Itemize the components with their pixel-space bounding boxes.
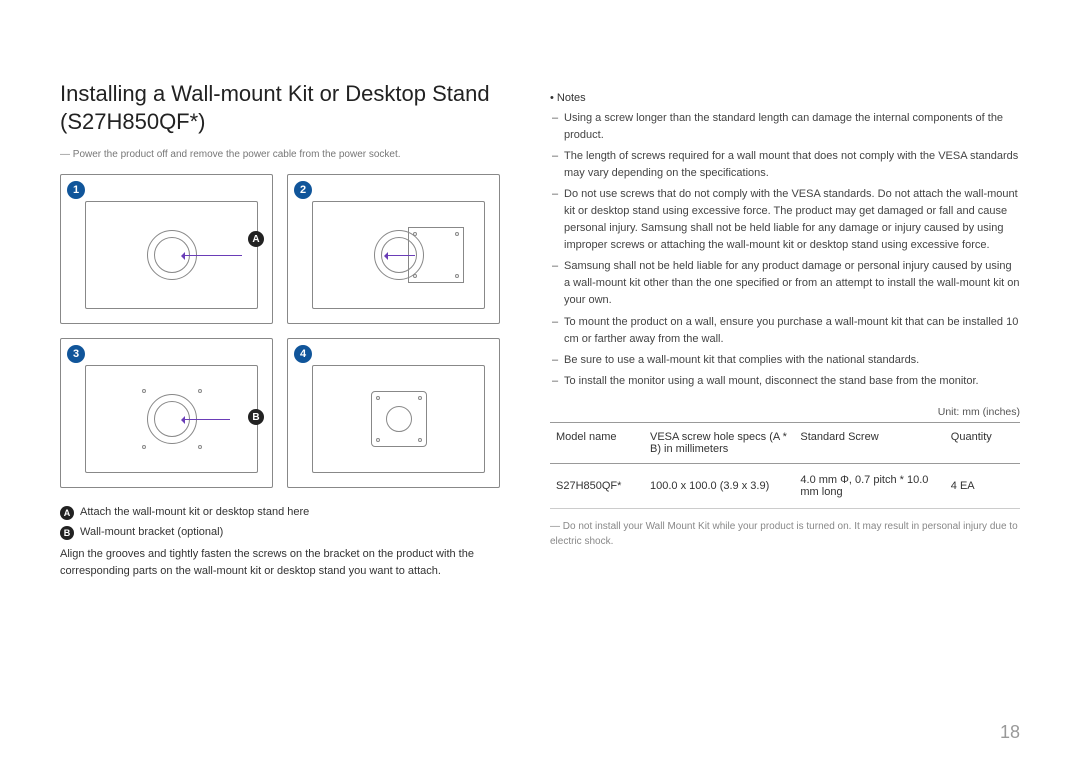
monitor-back-icon [312, 365, 485, 473]
table-row: S27H850QF* 100.0 x 100.0 (3.9 x 3.9) 4.0… [550, 463, 1020, 508]
step-badge-4: 4 [294, 345, 312, 363]
table-header: VESA screw hole specs (A * B) in millime… [644, 422, 794, 463]
table-header: Standard Screw [794, 422, 944, 463]
note-item: To mount the product on a wall, ensure y… [564, 314, 1020, 348]
mounted-bracket-icon [371, 391, 427, 447]
note-item: Using a screw longer than the standard l… [564, 110, 1020, 144]
footnote: Do not install your Wall Mount Kit while… [550, 519, 1020, 549]
note-item: Do not use screws that do not comply wit… [564, 186, 1020, 254]
callout-badge-b: B [248, 409, 264, 425]
notes-heading: Notes [550, 92, 1020, 104]
legend-a: A Attach the wall-mount kit or desktop s… [60, 506, 500, 520]
diagram-panel-3: 3 B [60, 338, 273, 488]
legend-text-a: Attach the wall-mount kit or desktop sta… [80, 506, 309, 518]
step-badge-2: 2 [294, 181, 312, 199]
page-title: Installing a Wall-mount Kit or Desktop S… [60, 80, 500, 135]
diagram-grid: 1 A 2 [60, 174, 500, 488]
callout-badge-a: A [248, 231, 264, 247]
legend-b: B Wall-mount bracket (optional) [60, 526, 500, 540]
instruction-paragraph: Align the grooves and tightly fasten the… [60, 546, 500, 579]
diagram-panel-1: 1 A [60, 174, 273, 324]
cell-qty: 4 EA [945, 463, 1020, 508]
note-item: Samsung shall not be held liable for any… [564, 258, 1020, 309]
table-header: Quantity [945, 422, 1020, 463]
cell-vesa: 100.0 x 100.0 (3.9 x 3.9) [644, 463, 794, 508]
note-item: The length of screws required for a wall… [564, 148, 1020, 182]
notes-list: Using a screw longer than the standard l… [550, 110, 1020, 390]
unit-label: Unit: mm (inches) [550, 406, 1020, 418]
note-item: Be sure to use a wall-mount kit that com… [564, 352, 1020, 369]
page-number: 18 [1000, 722, 1020, 743]
table-header: Model name [550, 422, 644, 463]
step-badge-1: 1 [67, 181, 85, 199]
diagram-panel-4: 4 [287, 338, 500, 488]
legend-badge-a: A [60, 506, 74, 520]
note-item: To install the monitor using a wall moun… [564, 373, 1020, 390]
monitor-back-icon [85, 201, 258, 309]
monitor-back-icon [85, 365, 258, 473]
monitor-back-icon [312, 201, 485, 309]
cell-model: S27H850QF* [550, 463, 644, 508]
spec-table: Model name VESA screw hole specs (A * B)… [550, 422, 1020, 509]
legend-badge-b: B [60, 526, 74, 540]
legend-text-b: Wall-mount bracket (optional) [80, 526, 223, 538]
cell-screw: 4.0 mm Φ, 0.7 pitch * 10.0 mm long [794, 463, 944, 508]
step-badge-3: 3 [67, 345, 85, 363]
bracket-icon [408, 227, 464, 283]
preface-text: Power the product off and remove the pow… [60, 149, 500, 160]
diagram-panel-2: 2 [287, 174, 500, 324]
